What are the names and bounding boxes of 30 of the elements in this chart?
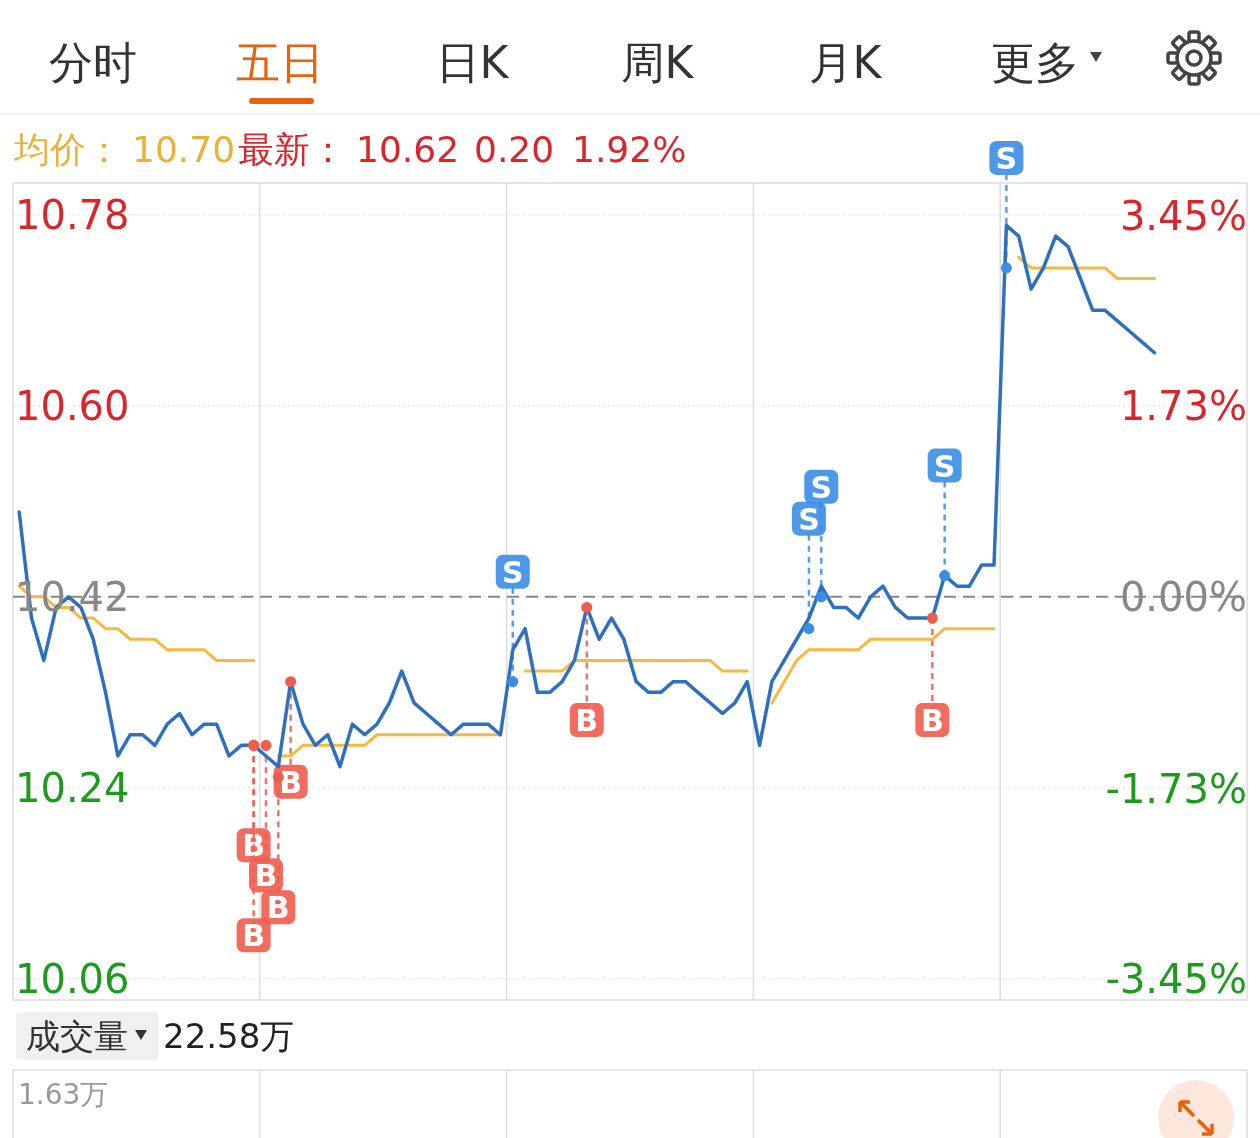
text: 1.63万	[18, 1078, 109, 1111]
data-label: B	[575, 703, 599, 738]
text: 0.20	[474, 129, 555, 170]
data-label: S	[501, 554, 524, 590]
text: 1.92%	[572, 129, 687, 170]
y2-tick-label: 3.45%	[1119, 192, 1247, 239]
text: 10.62	[356, 129, 460, 170]
y-tick-label: 10.78	[15, 192, 130, 239]
text: 成交量	[26, 1016, 128, 1056]
y-tick-label: 10.24	[15, 765, 130, 812]
y-tick-label: 10.06	[15, 956, 130, 1003]
data-label: B	[242, 918, 266, 954]
data-label: S	[933, 448, 956, 484]
text: 更多	[991, 37, 1079, 88]
data-label: S	[995, 140, 1018, 176]
data-label: B	[279, 764, 303, 800]
text: 月K	[808, 37, 883, 88]
text: 22.58万	[163, 1016, 295, 1056]
text: 周K	[620, 37, 695, 88]
y2-tick-label: -3.45%	[1105, 956, 1247, 1003]
y-tick-label: 10.60	[15, 383, 130, 430]
text: 五日	[236, 37, 324, 88]
text: 最新：	[238, 129, 346, 170]
data-label: B	[920, 703, 944, 738]
y2-tick-label: 1.73%	[1119, 382, 1247, 429]
text: 均价：	[13, 129, 122, 170]
text: 10.70	[132, 129, 236, 170]
text: 分时	[49, 37, 137, 88]
text: 日K	[435, 37, 510, 88]
y2-tick-label: -1.73%	[1105, 765, 1247, 812]
